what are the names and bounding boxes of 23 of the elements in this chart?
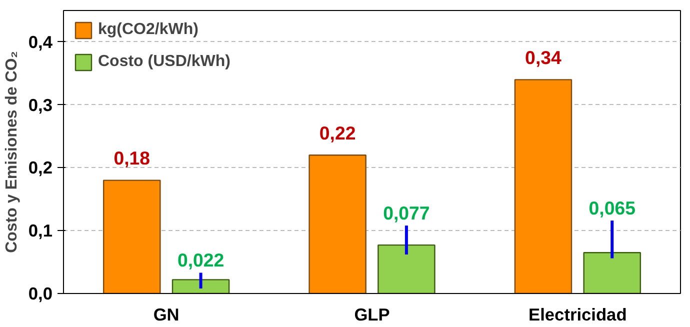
- x-tick-label: GLP: [354, 304, 390, 324]
- y-tick-label: 0,2: [28, 158, 53, 178]
- legend-label: Costo (USD/kWh): [98, 53, 230, 71]
- data-label: 0,022: [177, 249, 224, 270]
- y-tick-label: 0,0: [28, 284, 53, 304]
- bar: [103, 180, 161, 294]
- y-tick-label: 0,3: [28, 94, 53, 115]
- data-label: 0,34: [525, 46, 562, 68]
- y-tick-label: 0,4: [28, 32, 53, 52]
- bar: [514, 79, 572, 294]
- data-label: 0,077: [383, 202, 430, 224]
- data-label: 0,22: [319, 122, 356, 144]
- legend-label: kg(CO2/kWh): [98, 21, 198, 39]
- y-tick-label: 0,1: [28, 220, 53, 241]
- data-label: 0,065: [588, 197, 636, 218]
- bar: [308, 154, 366, 294]
- bar: [583, 252, 641, 294]
- y-axis-title: Costo y Emisiones de CO₂: [3, 51, 20, 253]
- bar: [172, 279, 230, 294]
- x-tick-label: GN: [153, 304, 180, 324]
- bar: [378, 244, 436, 294]
- x-tick-label: Electricidad: [528, 304, 627, 324]
- data-label: 0,18: [114, 148, 150, 169]
